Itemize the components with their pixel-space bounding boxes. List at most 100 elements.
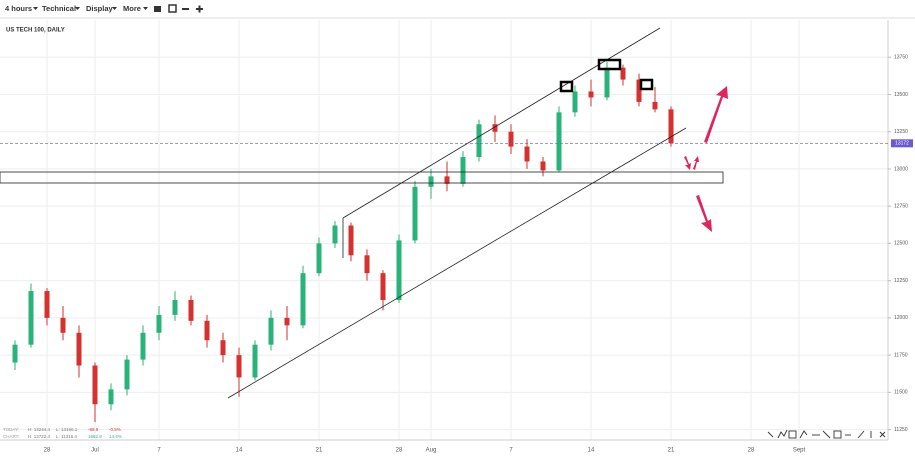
info-low: L: 13156.1 [56,427,78,432]
timeframe-menu[interactable]: 4 hours [5,4,32,13]
tool-pitch[interactable] [799,430,808,439]
tool-brush[interactable] [857,430,865,439]
symbol-label: US TECH 100, DAILY [6,28,65,34]
candle-body [252,344,258,378]
tool-trend[interactable] [822,430,831,439]
channel-upper[interactable] [342,27,661,219]
candle-body [492,124,498,132]
candle-body [124,359,130,390]
y-tick-label: 12250 [894,278,908,284]
info-change: -89.9 [88,427,99,432]
y-tick-label: 12000 [894,315,908,321]
x-tick-label: Sept [793,448,806,454]
marker-box[interactable] [559,80,574,93]
drawing-tools [767,429,886,439]
tool-fib[interactable] [788,430,797,439]
info-label: TODAY: [3,427,19,432]
y-tick-label: 13250 [894,129,908,135]
y-tick-label: 13500 [894,92,908,98]
tool-rect[interactable] [833,430,842,439]
technical-menu[interactable]: Technical [42,4,76,13]
tool-pen[interactable] [767,431,774,438]
zoom-in[interactable] [196,5,203,13]
candles [12,61,674,423]
y-tick-label: 11250 [894,427,908,433]
save-icon[interactable] [168,4,177,13]
support-zone[interactable] [0,171,724,184]
marker-box[interactable] [639,78,654,91]
candle-body [44,291,50,318]
candle-body [28,291,34,345]
channel-lower[interactable] [227,127,687,399]
candle-body [284,317,290,326]
candle-body [364,255,370,274]
candle-body [652,101,658,110]
more-menu[interactable]: More [123,4,141,13]
info-pct: -0.5% [109,427,121,432]
candle-body [460,157,466,184]
candle-body [76,332,82,366]
candle-body [572,91,578,113]
y-tick-label: 11750 [894,352,908,358]
candle-body [396,240,402,300]
candle-body [300,273,306,326]
x-tick-label: 28 [748,448,755,454]
arrow-small-up[interactable] [693,156,699,170]
x-tick-label: Aug [426,448,437,454]
candle-body [12,344,18,363]
candle-body [60,317,66,333]
candle-body [220,340,226,356]
candle-body [476,124,482,158]
candle-body [588,91,594,98]
info-label: CHART: [3,434,19,439]
info-change: 1662.8 [88,434,102,439]
info-high: H: 13722.4 [28,434,51,439]
y-tick-label: 13750 [894,55,908,61]
candle-body [236,355,242,378]
candle-body [348,225,354,256]
candle-body [332,225,338,244]
candle-body [92,365,98,405]
candle-body [156,314,162,333]
candle-body [108,389,114,405]
candle-body [620,67,626,80]
arrow-small-down[interactable] [684,156,691,170]
arrow-up[interactable] [704,86,728,143]
open-icon[interactable] [154,6,161,12]
arrow-down[interactable] [696,195,712,232]
candle-body [140,332,146,360]
candle-body [188,300,194,321]
candle-body [668,109,674,144]
tool-close[interactable] [879,431,886,438]
y-tick-label: 13000 [894,166,908,172]
y-tick-label: 11500 [894,390,908,396]
last-price-label: 13172 [895,141,909,147]
tool-lines[interactable] [777,429,788,439]
last-price-box [891,139,913,148]
x-tick-label: 7 [157,448,161,454]
x-tick-label: 21 [316,448,323,454]
info-low: L: 11316.4 [56,434,77,439]
x-tick-label: 7 [509,448,513,454]
y-tick-label: 12750 [894,203,908,209]
x-tick-label: Jul [91,448,99,454]
grid [0,20,888,440]
x-tick-label: 21 [668,448,675,454]
x-tick-label: 14 [236,448,243,454]
candle-body [412,186,418,241]
candle-body [204,320,210,341]
toolbar [0,0,915,18]
candle-body [524,146,530,162]
candle-body [316,243,322,274]
info-pct: 14.4% [109,434,122,439]
info-panel: TODAY: H: 13244.4 L: 13156.1 -89.9 -0.5%… [3,427,122,439]
info-high: H: 13244.4 [28,427,51,432]
display-menu[interactable]: Display [86,4,114,13]
x-tick-label: 28 [396,448,403,454]
marker-box[interactable] [597,58,622,71]
candle-body [508,131,514,147]
candle-body [540,161,546,171]
candle-body [172,300,178,315]
candle-body [636,79,642,102]
